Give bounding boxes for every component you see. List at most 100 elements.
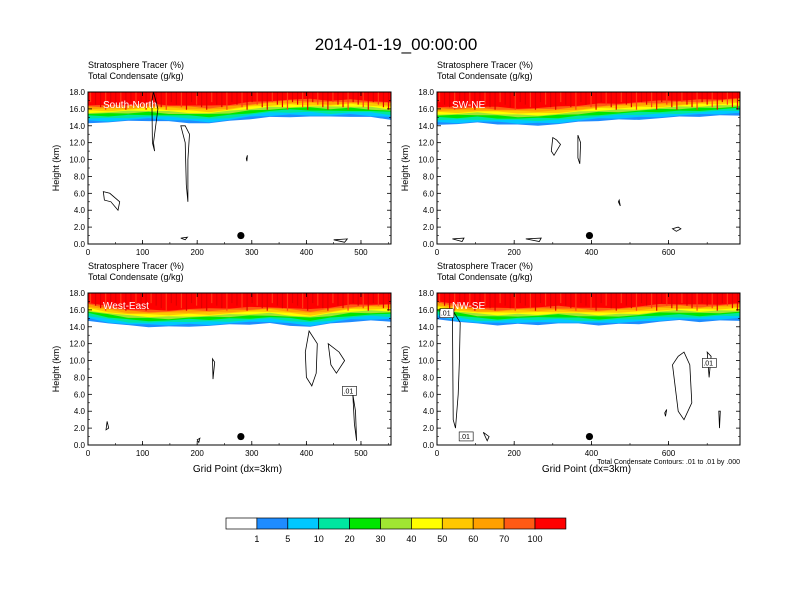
condensate-contour [452, 237, 465, 242]
y-tick-label: 4.0 [74, 206, 86, 215]
panel-subtitle-condensate: Total Condensate (g/kg) [437, 272, 533, 282]
colorbar-swatch [318, 517, 350, 530]
y-tick-label: 16.0 [418, 105, 434, 114]
condensate-contour [151, 91, 159, 152]
colorbar-label: 20 [345, 534, 355, 544]
x-tick-label: 300 [245, 449, 259, 458]
y-tick-label: 18.0 [69, 88, 85, 97]
x-tick-label: 100 [136, 248, 150, 257]
panel-label: NW-SE [452, 301, 485, 312]
y-tick-label: 6.0 [423, 189, 435, 198]
colorbar-swatch [225, 517, 258, 530]
x-tick-label: 400 [300, 248, 314, 257]
contour-note: Total Condensate Contours: .01 to .01 by… [597, 459, 740, 466]
y-tick-label: 2.0 [423, 424, 435, 433]
y-tick-label: 8.0 [423, 373, 435, 382]
location-marker [237, 432, 245, 441]
x-tick-label: 0 [435, 248, 440, 257]
panel-subtitle-tracer: Stratosphere Tracer (%) [88, 60, 184, 70]
colorbar-swatch [256, 517, 289, 530]
colorbar-swatch [411, 517, 443, 530]
location-marker [237, 231, 245, 240]
condensate-contour [617, 198, 621, 207]
condensate-contour [180, 125, 190, 202]
tracer-band-10 [437, 92, 740, 109]
y-axis-label: Height (km) [400, 145, 410, 192]
y-tick-label: 16.0 [418, 306, 434, 315]
y-tick-label: 10.0 [69, 357, 85, 366]
panel-south-north: Stratosphere Tracer (%)Total Condensate … [51, 60, 392, 257]
condensate-contour [196, 437, 201, 444]
y-tick-label: 14.0 [69, 122, 85, 131]
y-tick-label: 2.0 [74, 424, 86, 433]
condensate-contour [577, 134, 582, 164]
x-tick-label: 0 [86, 248, 91, 257]
colorbar-label: 1 [254, 534, 259, 544]
colorbar-label: 70 [499, 534, 509, 544]
y-tick-label: 8.0 [74, 373, 86, 382]
x-tick-label: 200 [508, 248, 522, 257]
tracer-band-10 [437, 293, 740, 309]
condensate-contour [352, 394, 357, 441]
x-tick-label: 0 [86, 449, 91, 458]
colorbar-swatch [503, 517, 536, 530]
condensate-contour [304, 329, 318, 387]
condensate-contour [671, 226, 682, 232]
colorbar-label: 10 [314, 534, 324, 544]
y-tick-label: 0.0 [74, 441, 86, 450]
y-tick-label: 12.0 [69, 340, 85, 349]
y-tick-label: 12.0 [418, 340, 434, 349]
x-tick-label: 500 [354, 449, 368, 458]
colorbar-label: 5 [285, 534, 290, 544]
colorbar: 1 5 10 20 30 40 50 60 70 100 [225, 517, 567, 544]
condensate-contour [180, 236, 189, 241]
panel-sw-ne: Stratosphere Tracer (%)Total Condensate … [400, 60, 741, 257]
x-axis-label: Grid Point (dx=3km) [542, 464, 631, 475]
x-tick-label: 400 [585, 248, 599, 257]
panel-subtitle-tracer: Stratosphere Tracer (%) [437, 261, 533, 271]
colorbar-swatch [349, 517, 381, 530]
x-tick-label: 400 [300, 449, 314, 458]
panel-west-east: Stratosphere Tracer (%)Total Condensate … [51, 261, 392, 475]
location-marker [585, 432, 594, 441]
condensate-contour [212, 357, 216, 380]
colorbar-label: 50 [437, 534, 447, 544]
colorbar-swatch [534, 517, 567, 530]
y-tick-label: 18.0 [418, 289, 434, 298]
y-tick-label: 12.0 [418, 139, 434, 148]
x-axis-label: Grid Point (dx=3km) [193, 464, 282, 475]
y-tick-label: 4.0 [423, 206, 435, 215]
contour-label-box [458, 431, 474, 442]
x-tick-label: 600 [662, 449, 676, 458]
y-tick-label: 14.0 [418, 323, 434, 332]
contour-label-box [702, 358, 717, 368]
contour-label-box [439, 308, 455, 318]
y-tick-label: 18.0 [418, 88, 434, 97]
x-tick-label: 200 [191, 449, 205, 458]
colorbar-swatch [287, 517, 320, 530]
panel-subtitle-condensate: Total Condensate (g/kg) [437, 71, 533, 81]
tracer-band-10 [88, 293, 391, 311]
condensate-contour [550, 136, 561, 157]
panel-subtitle-condensate: Total Condensate (g/kg) [88, 71, 184, 81]
condensate-contour [102, 191, 121, 212]
condensate-contour [327, 342, 346, 374]
contour-label: .01 [703, 360, 713, 367]
y-tick-label: 8.0 [423, 172, 435, 181]
y-axis-label: Height (km) [51, 346, 61, 393]
y-tick-label: 16.0 [69, 105, 85, 114]
colorbar-label: 100 [527, 534, 542, 544]
colorbar-label: 40 [406, 534, 416, 544]
y-tick-label: 14.0 [69, 323, 85, 332]
condensate-contour [525, 237, 542, 242]
x-tick-label: 600 [662, 248, 676, 257]
y-tick-label: 10.0 [418, 156, 434, 165]
y-tick-label: 4.0 [74, 407, 86, 416]
condensate-contour [672, 351, 693, 421]
y-tick-label: 16.0 [69, 306, 85, 315]
panel-subtitle-tracer: Stratosphere Tracer (%) [88, 261, 184, 271]
y-tick-label: 6.0 [423, 390, 435, 399]
condensate-contour [718, 410, 721, 429]
contour-label: .01 [460, 434, 470, 441]
colorbar-swatch [441, 517, 474, 530]
